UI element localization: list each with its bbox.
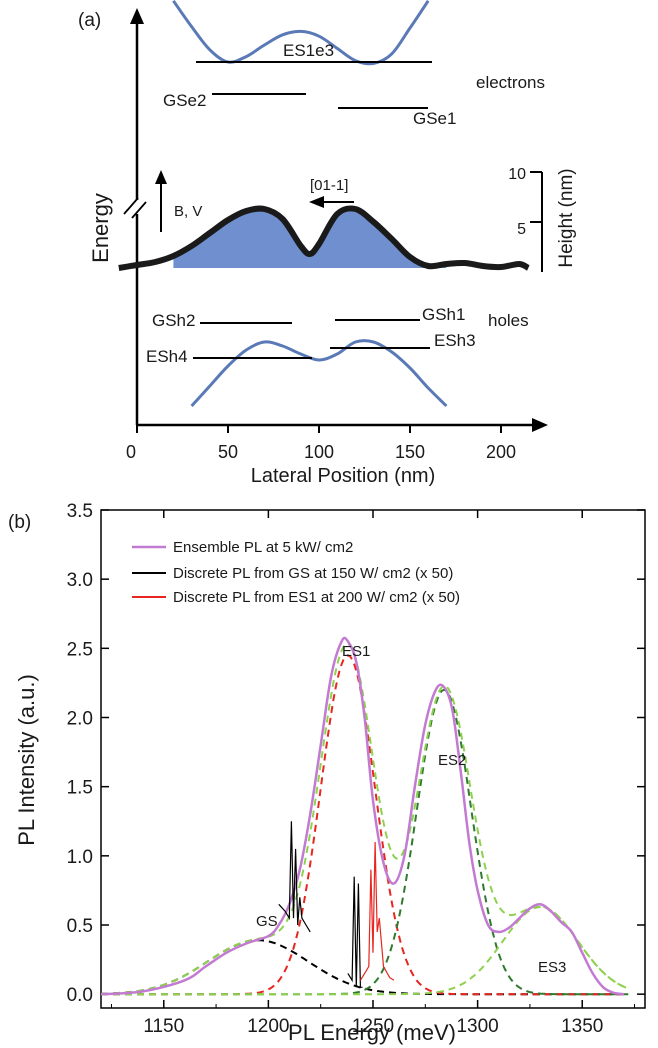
y-tick-label: 1.5 xyxy=(67,778,93,799)
legend-label-gs: Discrete PL from GS at 150 W/ cm2 (x 50) xyxy=(173,565,453,582)
direction-arrow-head-icon xyxy=(309,196,324,208)
peak-label-es2: ES2 xyxy=(438,752,466,769)
y-tick-label: 1.0 xyxy=(67,847,93,868)
discrete-es1-line xyxy=(359,841,395,981)
position-axis-arrow-icon xyxy=(532,418,548,432)
panel-b-ticks: 0.0 0.5 1.0 1.5 2.0 2.5 3.0 3.5 1150 1200 1250 1300… xyxy=(67,501,645,1037)
legend-label-es1: Discrete PL from ES1 at 200 W/ cm2 (x 50… xyxy=(173,589,460,606)
level-label-es1e3: ES1e3 xyxy=(283,41,334,60)
electron-potential-curve xyxy=(172,0,430,66)
panel-b-label: (b) xyxy=(8,512,31,533)
peak-label-gs: GS xyxy=(256,913,278,930)
y-tick-label: 3.0 xyxy=(67,570,93,591)
x-tick-label: 50 xyxy=(218,442,238,462)
y-tick-label: 2.5 xyxy=(67,639,93,660)
panel-b-y-axis-label: PL Intensity (a.u.) xyxy=(14,674,39,846)
x-tick-label: 150 xyxy=(395,442,425,462)
energy-axis-arrow-icon xyxy=(130,8,144,24)
panel-a-x-axis-label: Lateral Position (nm) xyxy=(251,465,436,487)
legend-label-ensemble: Ensemble PL at 5 kW/ cm2 xyxy=(173,539,353,556)
hole-potential-curve xyxy=(190,339,448,408)
electrons-label: electrons xyxy=(476,73,545,92)
level-label-gse2: GSe2 xyxy=(163,91,206,110)
height-profile-line xyxy=(118,205,530,271)
x-tick-label: 1300 xyxy=(456,1016,498,1037)
height-tick-label: 10 xyxy=(508,166,526,183)
discrete-gs-line xyxy=(347,876,363,988)
peak-label-es1: ES1 xyxy=(342,643,370,660)
level-label-esh3: ESh3 xyxy=(434,331,476,350)
fit-curve-es2 xyxy=(101,688,629,996)
x-tick-label: 1350 xyxy=(561,1016,603,1037)
x-tick-label: 1150 xyxy=(143,1016,184,1037)
axis-break-mark xyxy=(123,197,139,215)
holes-label: holes xyxy=(488,311,529,330)
field-label: B, V xyxy=(174,203,202,220)
y-tick-label: 0.5 xyxy=(67,916,93,937)
level-label-gsh2: GSh2 xyxy=(152,311,195,330)
panel-b-x-axis-label: PL Energy (meV) xyxy=(288,1020,456,1045)
energy-axis-label: Energy xyxy=(88,193,113,263)
level-label-gse1: GSe1 xyxy=(413,109,456,128)
panel-a-x-ticks: 0 50 100 150 200 xyxy=(126,425,516,462)
panel-b: (b) 0.0 0.5 1.0 1.5 2.0 2.5 3.0 3.5 1150 1200 1250… xyxy=(8,501,646,1045)
height-axis-label: Height (nm) xyxy=(556,168,577,267)
x-tick-label: 100 xyxy=(304,442,334,462)
height-profile-fill xyxy=(173,208,447,268)
y-tick-label: 2.0 xyxy=(67,709,93,730)
field-arrow-head-icon xyxy=(155,170,167,184)
panel-a: (a) 0 50 100 150 200 Lateral Position (nm) E… xyxy=(78,0,577,487)
y-tick-label: 0.0 xyxy=(67,985,93,1006)
legend: Ensemble PL at 5 kW/ cm2 Discrete PL fro… xyxy=(132,539,460,606)
x-tick-label: 1200 xyxy=(247,1016,289,1037)
fit-curves xyxy=(100,642,629,996)
x-tick-label: 1250 xyxy=(352,1016,394,1037)
axis-break-mark xyxy=(131,201,147,219)
fit-curve-es3 xyxy=(101,905,629,996)
direction-label: [01-1] xyxy=(310,177,348,194)
x-tick-label: 200 xyxy=(486,442,516,462)
level-label-gsh1: GSh1 xyxy=(422,305,465,324)
discrete-gs-line xyxy=(278,821,311,933)
height-tick-label: 5 xyxy=(517,221,526,238)
fit-curve-sum xyxy=(100,642,629,995)
peak-label-es3: ES3 xyxy=(538,959,566,976)
x-tick-label: 0 xyxy=(126,442,136,462)
ensemble-pl-line xyxy=(100,636,625,996)
level-label-esh4: ESh4 xyxy=(146,347,188,366)
panel-a-label: (a) xyxy=(78,10,101,31)
y-tick-label: 3.5 xyxy=(67,501,93,522)
